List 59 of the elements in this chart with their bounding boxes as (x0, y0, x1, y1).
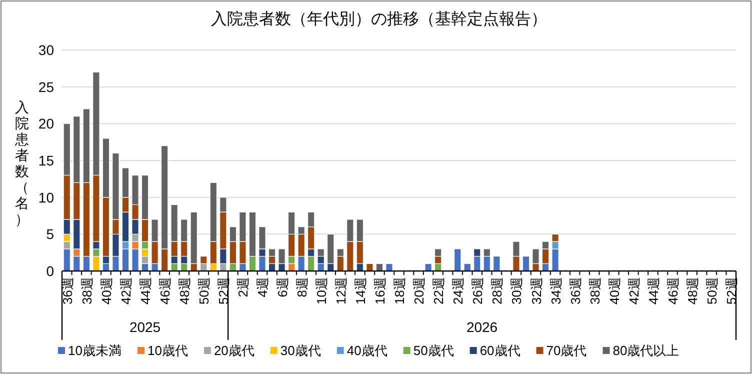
x-tick-label: 50週 (196, 277, 212, 304)
x-tick-label: 40週 (98, 277, 114, 304)
x-tick-label: 4週 (255, 277, 270, 298)
bar (366, 263, 374, 272)
x-tick-label: 46週 (666, 277, 681, 304)
x-tick-label: 20週 (412, 277, 427, 304)
x-tick-label: 10週 (314, 277, 329, 304)
x-tick-label: 14週 (352, 277, 368, 304)
x-tick-label: 28週 (490, 277, 505, 304)
y-tick-label: 25 (38, 78, 54, 95)
bar (522, 256, 530, 272)
x-tick-label: 50週 (704, 277, 720, 304)
legend-label: 30歳代 (280, 343, 321, 358)
x-tick-label: 34週 (548, 277, 564, 304)
x-tick-label: 44週 (138, 277, 154, 304)
x-tick-label: 24週 (450, 277, 466, 304)
text: 2026 (466, 319, 498, 335)
legend-label: 60歳代 (480, 343, 520, 358)
x-tick-label: 48週 (685, 277, 700, 304)
x-tick-label: 22週 (431, 277, 446, 304)
legend-label: 10歳代 (147, 343, 188, 358)
legend-label: 50歳代 (413, 343, 454, 358)
x-tick-label: 48週 (177, 277, 192, 304)
bar (386, 263, 393, 272)
x-tick-label: 2週 (236, 277, 251, 298)
legend-label: 70歳代 (546, 343, 587, 358)
x-tick-label: 26週 (470, 277, 486, 304)
bar (454, 248, 462, 272)
chart-title: 入院患者数（年代別）の推移（基幹定点報告） (211, 10, 547, 28)
x-tick-label: 16週 (372, 277, 388, 304)
bar (424, 263, 432, 272)
y-tick-label: 15 (38, 152, 54, 168)
x-tick-label: 38週 (587, 277, 602, 304)
x-tick-label: 38週 (79, 277, 94, 304)
y-tick-label: 20 (38, 116, 54, 132)
x-tick-label: 32週 (528, 277, 544, 304)
text: 2025 (129, 319, 161, 335)
x-tick-label: 18週 (392, 277, 407, 304)
x-tick-label: 42週 (118, 277, 134, 304)
legend-label: 20歳代 (214, 343, 254, 358)
legend-label: 40歳代 (346, 343, 388, 358)
y-tick-label: 30 (38, 42, 54, 58)
x-tick-label: 30週 (509, 277, 524, 304)
y-tick-label: 5 (46, 226, 54, 242)
bar (493, 256, 500, 272)
y-tick-label: 0 (46, 263, 54, 279)
x-tick-label: 40週 (606, 277, 622, 304)
legend-label: 80歳代以上 (612, 343, 680, 358)
y-axis-title: 入院患者数（名） (14, 99, 29, 227)
y-tick-label: 10 (38, 189, 54, 206)
x-tick-label: 44週 (646, 277, 661, 304)
x-tick-label: 6週 (274, 277, 290, 298)
x-tick-label: 12週 (333, 277, 348, 304)
x-tick-label: 46週 (158, 277, 173, 304)
x-tick-label: 42週 (626, 277, 642, 304)
x-tick-label: 36週 (568, 277, 583, 304)
x-tick-label: 8週 (294, 277, 310, 298)
bar (464, 263, 471, 272)
legend-label: 10歳未満 (68, 343, 122, 358)
